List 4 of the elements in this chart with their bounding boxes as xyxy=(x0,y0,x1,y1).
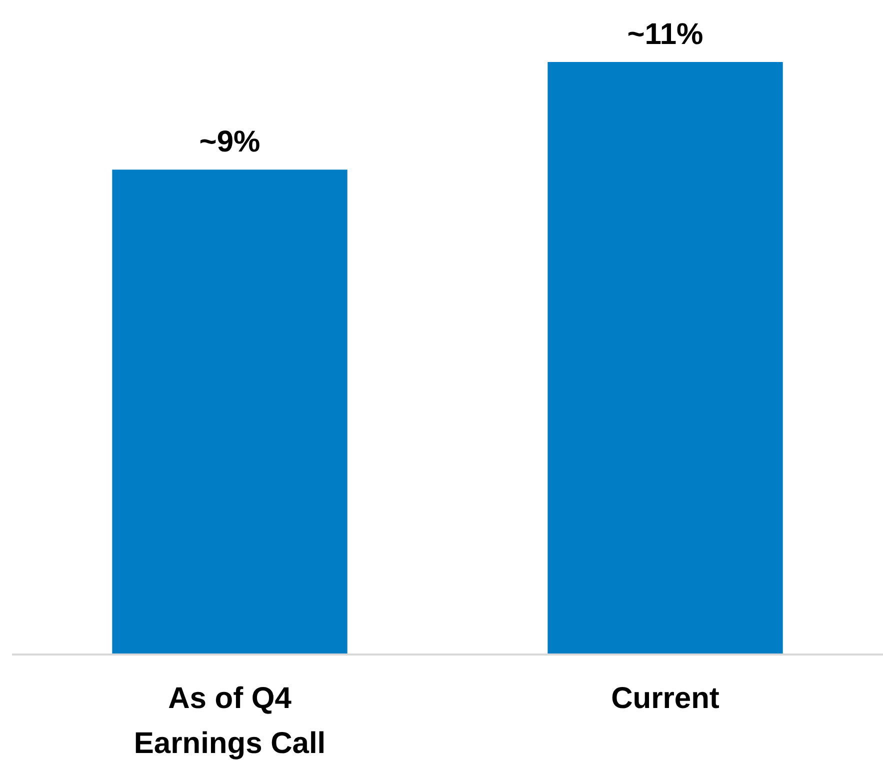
x-tick-label: As of Q4 Earnings Call xyxy=(134,682,326,760)
x-tick-label: Current xyxy=(611,682,720,715)
data-label: ~9% xyxy=(199,126,260,159)
data-label: ~11% xyxy=(627,18,704,51)
